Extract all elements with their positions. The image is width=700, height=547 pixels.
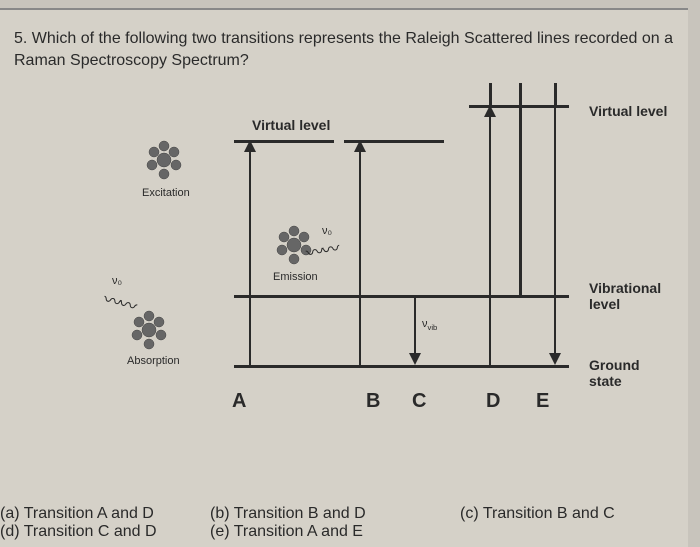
option-b: (b) Transition B and D: [210, 505, 460, 523]
tick-icon: [554, 83, 557, 105]
transition-d-label: D: [486, 390, 500, 413]
arrow-b: [359, 145, 361, 365]
arrow-c: [414, 297, 416, 357]
arrowhead-up-icon: [354, 140, 366, 152]
tick-icon: [482, 295, 498, 297]
emission-label: Emission: [273, 271, 318, 283]
tick-line: [519, 107, 522, 297]
tick-icon: [547, 295, 563, 297]
arrowhead-down-icon: [409, 353, 421, 365]
ground-line: [234, 365, 569, 368]
v0-left-label: ν₀: [112, 275, 122, 287]
absorption-label: Absorption: [127, 355, 180, 367]
arrow-a: [249, 145, 251, 365]
molecule-icon: [129, 310, 169, 350]
transition-b-label: B: [366, 390, 380, 413]
question-text: 5. Which of the following two transition…: [14, 28, 674, 71]
option-a: (a) Transition A and D: [0, 505, 210, 523]
arrowhead-up-icon: [244, 140, 256, 152]
excitation-label: Excitation: [142, 187, 190, 199]
virtual-level-left-label: Virtual level: [252, 117, 330, 133]
question-number: 5.: [14, 30, 27, 47]
tick-icon: [519, 83, 522, 105]
tick-icon: [489, 83, 492, 105]
vibrational-level-label: Vibrational level: [589, 280, 674, 312]
molecule-icon: [144, 140, 184, 180]
option-c: (c) Transition B and C: [460, 505, 615, 523]
transition-e-label: E: [536, 390, 549, 413]
arrow-e: [554, 107, 556, 357]
virtual-level-right-label: Virtual level: [589, 103, 667, 119]
v-vib-label: νvib: [422, 318, 437, 332]
option-e: (e) Transition A and E: [210, 523, 363, 541]
energy-diagram: Excitation ν₀ 〰〰 Absorption Virtual leve…: [14, 85, 674, 435]
option-d: (d) Transition C and D: [0, 523, 210, 541]
arrowhead-up-icon: [484, 105, 496, 117]
transition-a-label: A: [232, 390, 246, 413]
answer-options: (a) Transition A and D (b) Transition B …: [0, 505, 686, 541]
question-body: Which of the following two transitions r…: [14, 30, 673, 69]
arrowhead-down-icon: [549, 353, 561, 365]
ground-state-label: Ground state: [589, 357, 674, 389]
wave-icon: 〰〰: [304, 235, 340, 266]
transition-c-label: C: [412, 390, 426, 413]
arrow-d: [489, 110, 491, 365]
